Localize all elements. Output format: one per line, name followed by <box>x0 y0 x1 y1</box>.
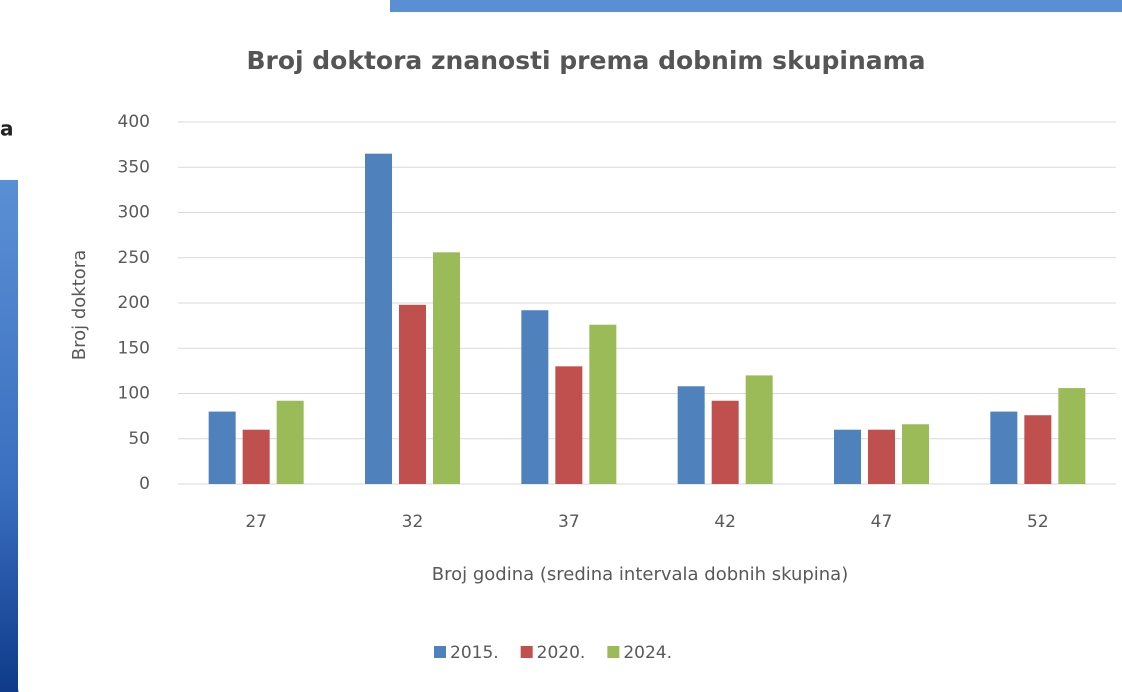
y-tick-label: 50 <box>128 429 150 449</box>
bar <box>711 400 739 484</box>
legend-swatch <box>607 646 620 658</box>
bar <box>555 366 583 484</box>
legend-swatch <box>520 646 533 658</box>
y-tick-label: 150 <box>118 338 150 358</box>
x-tick-label: 47 <box>871 512 893 532</box>
legend-label: 2020. <box>537 643 586 663</box>
y-tick-label: 350 <box>118 157 150 177</box>
x-tick-label: 27 <box>245 512 267 532</box>
x-axis-label: Broj godina (sredina intervala dobnih sk… <box>432 564 849 585</box>
bar <box>365 153 392 485</box>
legend-label: 2015. <box>450 643 499 663</box>
bar <box>990 411 1018 484</box>
y-tick-label: 100 <box>118 384 150 404</box>
y-tick-label: 200 <box>118 293 150 313</box>
bar <box>868 429 895 484</box>
y-tick-label: 300 <box>118 203 150 223</box>
bar <box>902 424 929 484</box>
bar <box>208 411 236 484</box>
legend-swatch <box>434 646 446 658</box>
y-tick-label: 400 <box>118 112 150 132</box>
background-text: a <box>0 117 14 141</box>
chart-card <box>18 12 1122 692</box>
bar <box>276 400 304 484</box>
bar <box>1024 415 1052 484</box>
bar <box>589 324 617 484</box>
top-strip <box>390 0 1122 14</box>
bar <box>399 304 426 484</box>
chart-title: Broj doktora znanosti prema dobnim skupi… <box>246 46 925 75</box>
bar <box>745 375 773 484</box>
legend-label: 2024. <box>623 643 672 663</box>
y-axis-label: Broj doktora <box>69 250 90 360</box>
bar <box>521 310 549 484</box>
bar <box>242 429 270 484</box>
bar <box>433 252 460 484</box>
x-tick-label: 52 <box>1027 512 1049 532</box>
y-tick-label: 0 <box>139 474 150 494</box>
y-tick-label: 250 <box>118 248 150 268</box>
bar <box>1058 388 1086 484</box>
x-tick-label: 42 <box>714 512 736 532</box>
x-tick-label: 37 <box>558 512 580 532</box>
x-tick-label: 32 <box>402 512 424 532</box>
bar <box>677 386 705 484</box>
bar <box>834 429 861 484</box>
